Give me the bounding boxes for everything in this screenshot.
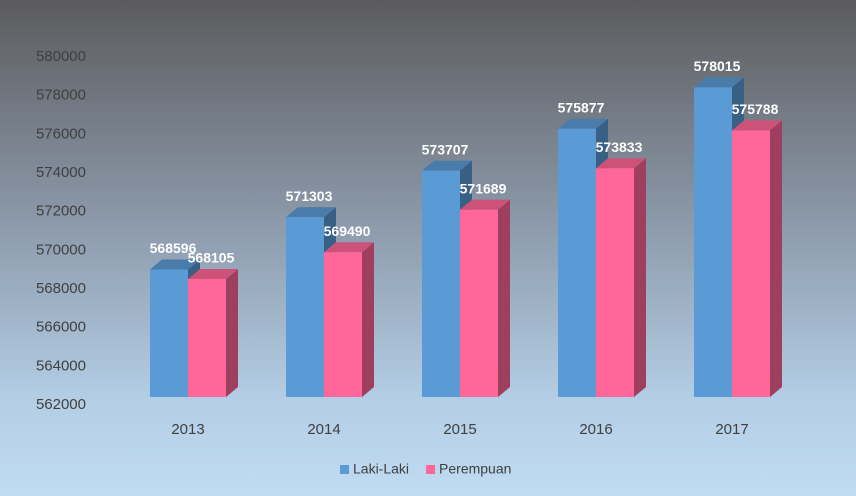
bar-top <box>286 207 336 218</box>
legend-label: Laki-Laki <box>353 461 409 477</box>
y-tick-label: 580000 <box>36 48 86 65</box>
bar-top <box>324 242 374 253</box>
bar-top <box>422 160 472 171</box>
y-tick-label: 578000 <box>36 87 86 104</box>
bar-front <box>188 278 226 397</box>
bar-top <box>558 118 608 129</box>
data-label: 571689 <box>460 180 507 196</box>
legend-label: Perempuan <box>439 461 511 477</box>
bar-top <box>694 77 744 88</box>
bar-front <box>558 128 596 397</box>
bar-front <box>596 168 634 397</box>
bar <box>596 158 646 397</box>
data-label: 575877 <box>558 99 605 115</box>
bar-top <box>460 199 510 210</box>
y-tick-label: 572000 <box>36 203 86 220</box>
bar-top <box>732 120 782 131</box>
data-label: 573833 <box>596 139 643 155</box>
bar-side <box>226 268 238 397</box>
bar-side <box>770 120 782 397</box>
data-label: 568105 <box>188 250 235 266</box>
x-tick-label: 2017 <box>715 421 748 438</box>
legend-swatch <box>426 465 436 474</box>
bar-front <box>460 209 498 397</box>
bar-side <box>498 199 510 397</box>
x-tick-label: 2015 <box>443 421 476 438</box>
bar <box>460 199 510 397</box>
data-label: 569490 <box>324 223 371 239</box>
y-tick-label: 574000 <box>36 164 86 181</box>
y-tick-label: 562000 <box>36 396 86 413</box>
data-label: 571303 <box>286 188 333 204</box>
bar-side <box>362 242 374 397</box>
data-label: 578015 <box>694 58 741 74</box>
bar-front <box>732 130 770 397</box>
y-tick-label: 570000 <box>36 241 86 258</box>
bar-top <box>596 158 646 169</box>
x-tick-label: 2016 <box>579 421 612 438</box>
data-label: 568596 <box>150 240 197 256</box>
bar-front <box>422 170 460 397</box>
x-tick-label: 2014 <box>307 421 340 438</box>
bar-front <box>286 217 324 397</box>
y-tick-label: 568000 <box>36 280 86 297</box>
bar <box>188 268 238 397</box>
bar-front <box>150 269 188 397</box>
bar <box>732 120 782 397</box>
bar-top <box>150 259 200 270</box>
bar-front <box>324 252 362 397</box>
bar-top <box>188 268 238 279</box>
y-tick-label: 566000 <box>36 319 86 336</box>
y-tick-label: 564000 <box>36 357 86 374</box>
bar <box>324 242 374 397</box>
data-label: 573707 <box>422 141 469 157</box>
y-tick-label: 576000 <box>36 125 86 142</box>
legend-swatch <box>340 465 349 474</box>
bar-front <box>694 87 732 398</box>
bar-side <box>634 158 646 397</box>
x-tick-label: 2013 <box>171 421 204 438</box>
data-label: 575788 <box>732 101 779 117</box>
